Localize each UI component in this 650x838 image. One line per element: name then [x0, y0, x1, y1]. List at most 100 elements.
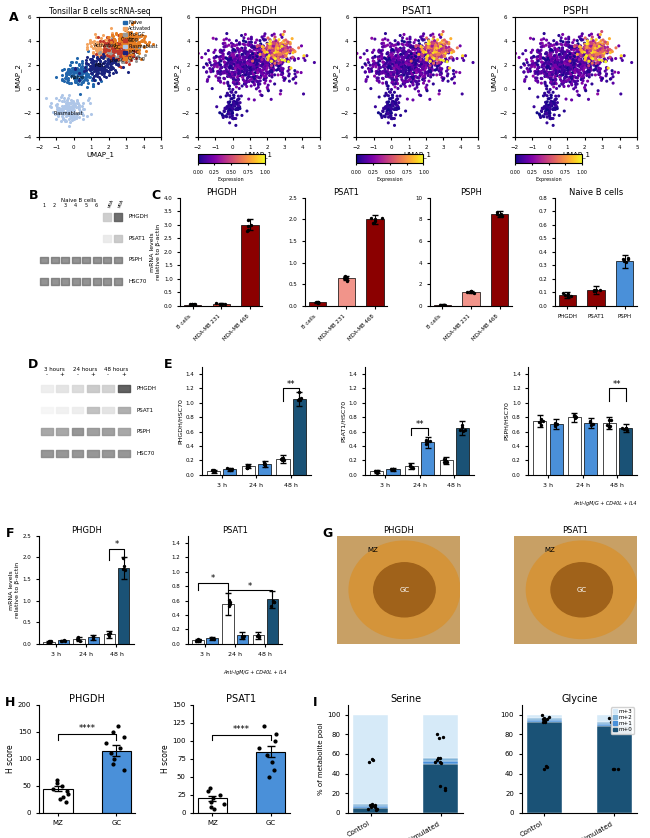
Bar — [353, 804, 388, 806]
Point — [234, 38, 244, 51]
Point — [269, 54, 280, 68]
Point — [266, 37, 277, 50]
Naive — [77, 70, 88, 84]
Point — [570, 63, 580, 76]
Point — [398, 68, 409, 81]
Point — [580, 56, 590, 70]
GC — [96, 49, 106, 63]
Naive — [77, 67, 87, 80]
Title: PSPH: PSPH — [460, 188, 482, 197]
Activated — [100, 41, 110, 54]
Point — [112, 720, 123, 733]
Point — [236, 65, 246, 79]
Point — [224, 82, 235, 96]
Point — [408, 59, 418, 73]
GC — [118, 29, 128, 43]
Point — [439, 298, 450, 312]
Pro-GC — [118, 47, 128, 60]
Point — [276, 44, 286, 57]
Point — [434, 39, 444, 53]
Point — [252, 70, 263, 83]
Point — [390, 52, 400, 65]
Point — [426, 45, 436, 59]
Point — [604, 50, 615, 64]
Plasmablast — [71, 111, 81, 125]
Point — [593, 37, 604, 50]
Point — [447, 72, 458, 85]
Point — [248, 54, 258, 67]
Point — [391, 41, 401, 54]
Cycling — [120, 34, 131, 48]
Point — [394, 43, 404, 56]
Point — [262, 59, 272, 72]
Text: 3: 3 — [64, 204, 67, 208]
Point — [240, 62, 251, 75]
Point — [591, 59, 601, 73]
Point — [224, 79, 234, 92]
Point — [385, 55, 395, 69]
Point — [593, 48, 604, 61]
Point — [228, 98, 239, 111]
Pro-GC — [124, 49, 134, 63]
Point — [405, 460, 415, 473]
Cycling — [115, 34, 125, 47]
Point — [283, 44, 293, 58]
Point — [541, 100, 551, 113]
Point — [577, 27, 588, 40]
Point — [253, 628, 263, 642]
Point — [547, 52, 558, 65]
Point — [368, 59, 378, 73]
Point — [226, 101, 236, 114]
Point — [588, 42, 598, 55]
Point — [580, 39, 591, 53]
Point — [205, 56, 215, 70]
Point — [550, 103, 560, 116]
Point — [408, 41, 419, 54]
Point — [419, 70, 430, 84]
Pro-GC — [113, 52, 124, 65]
Point — [193, 633, 203, 646]
Point — [395, 64, 405, 77]
Plasmablast — [57, 95, 68, 108]
Plasmablast — [74, 106, 85, 120]
Activated — [95, 41, 105, 54]
Point — [257, 67, 267, 80]
Point — [389, 111, 400, 125]
Point — [213, 67, 223, 80]
Naive — [76, 65, 86, 79]
GC — [119, 40, 129, 54]
Point — [216, 65, 226, 78]
Point — [596, 46, 606, 59]
Point — [569, 39, 580, 52]
Point — [433, 44, 443, 58]
Pro-GC — [119, 46, 129, 59]
Y-axis label: PSPH/HSC70: PSPH/HSC70 — [504, 401, 509, 440]
GC — [114, 28, 124, 41]
Point — [601, 54, 612, 67]
Point — [551, 49, 562, 62]
Point — [205, 64, 216, 77]
Point — [422, 46, 433, 59]
Point — [275, 59, 285, 72]
Activated — [88, 34, 99, 47]
Point — [339, 272, 349, 285]
Point — [265, 52, 276, 65]
Point — [213, 65, 223, 78]
Point — [281, 49, 291, 63]
Point — [228, 70, 239, 84]
Point — [276, 453, 286, 466]
Point — [220, 37, 230, 50]
Point — [406, 51, 416, 65]
MBC — [102, 65, 112, 78]
Point — [255, 48, 265, 61]
Point — [285, 46, 295, 59]
Pro-GC — [119, 31, 129, 44]
Point — [239, 53, 249, 66]
Point — [281, 42, 291, 55]
Activated — [100, 44, 110, 57]
Naive — [72, 70, 83, 83]
Point — [563, 62, 573, 75]
Point — [372, 65, 382, 78]
MBC — [99, 64, 110, 77]
Text: Cycling: Cycling — [121, 37, 138, 42]
